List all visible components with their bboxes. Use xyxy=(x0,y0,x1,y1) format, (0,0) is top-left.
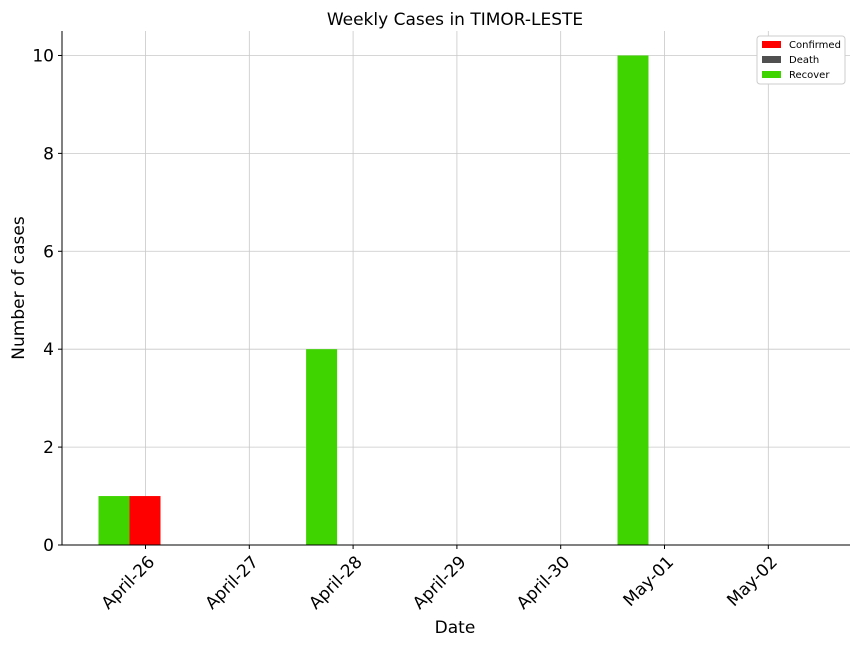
x-tick-label: May-02 xyxy=(723,552,781,610)
bar-recover-April-28 xyxy=(306,349,338,545)
legend-swatch-confirmed xyxy=(762,41,781,48)
y-ticks: 0 2 4 6 8 10 xyxy=(32,46,62,556)
x-tick-label: April-27 xyxy=(202,552,263,613)
legend: Confirmed Death Recover xyxy=(756,35,846,85)
bars xyxy=(98,55,649,545)
x-tick-label: April-29 xyxy=(409,552,470,613)
legend-label-death: Death xyxy=(789,55,819,66)
x-ticks: April-26 April-27 April-28 April-29 April-30… xyxy=(98,545,782,614)
legend-label-confirmed: Confirmed xyxy=(789,40,841,51)
legend-swatch-recover xyxy=(762,71,781,78)
axes xyxy=(61,31,850,546)
y-tick-label: 4 xyxy=(43,340,54,360)
x-tick-label: May-01 xyxy=(620,552,678,610)
legend-swatch-death xyxy=(762,56,781,63)
y-axis-label: Number of cases xyxy=(9,216,29,360)
bar-recover-May-01 xyxy=(617,55,649,545)
y-tick-label: 6 xyxy=(43,242,54,262)
x-axis-label: Date xyxy=(435,618,476,638)
bar-recover-April-26 xyxy=(98,496,130,545)
y-tick-label: 10 xyxy=(32,46,54,66)
x-tick-label: April-30 xyxy=(513,552,574,613)
x-tick-label: April-26 xyxy=(98,552,159,613)
x-tick-label: April-28 xyxy=(305,552,366,613)
y-tick-label: 2 xyxy=(43,438,54,458)
legend-label-recover: Recover xyxy=(789,70,830,81)
y-tick-label: 8 xyxy=(43,144,54,164)
grid xyxy=(62,31,850,546)
y-tick-label: 0 xyxy=(43,536,54,556)
chart-title: Weekly Cases in TIMOR-LESTE xyxy=(327,10,583,30)
bar-confirmed-April-26 xyxy=(129,496,161,545)
